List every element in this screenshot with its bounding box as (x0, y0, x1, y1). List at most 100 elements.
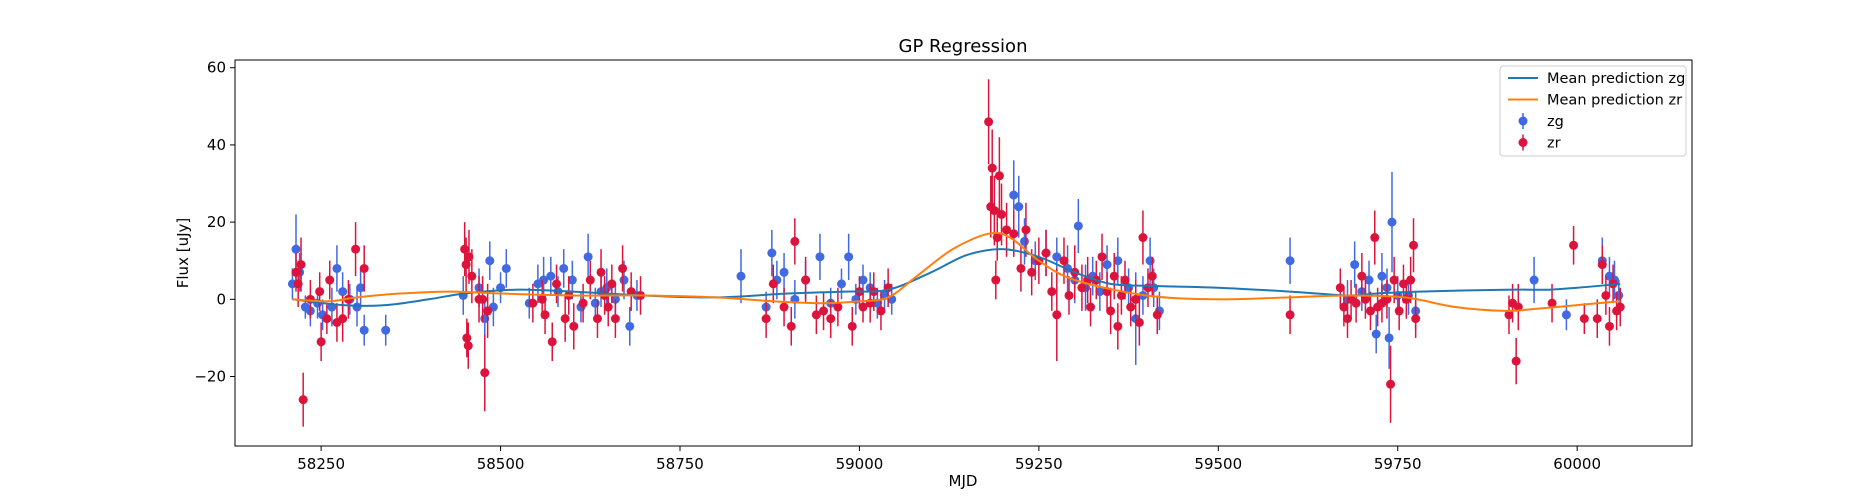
data-point-zr (540, 310, 550, 320)
data-point-zr (826, 314, 836, 324)
legend-marker-swatch (1518, 116, 1528, 126)
data-point-zr (298, 395, 308, 405)
data-point-zr (1389, 275, 1399, 285)
data-point-zr (1021, 225, 1031, 235)
data-point-zg (1014, 202, 1024, 212)
data-point-zg (619, 275, 629, 285)
data-point-zr (1138, 233, 1148, 243)
data-point-zr (1394, 306, 1404, 316)
y-tick-label: 0 (216, 290, 226, 308)
data-point-zg (501, 263, 511, 273)
data-point-zr (1064, 290, 1074, 300)
data-point-zr (989, 206, 999, 216)
data-point-zg (559, 263, 569, 273)
data-point-zr (359, 263, 369, 273)
data-point-zr (1059, 256, 1069, 266)
legend-marker-swatch (1518, 138, 1528, 147)
series-zr (291, 79, 1625, 427)
data-point-zg (1561, 310, 1571, 320)
data-point-zr (1143, 283, 1153, 293)
data-point-zr (1147, 271, 1157, 281)
data-point-zg (291, 244, 301, 254)
legend-entry-label: zr (1547, 136, 1561, 152)
data-point-zg (1350, 260, 1360, 270)
data-point-zr (618, 263, 628, 273)
data-point-zr (1351, 298, 1361, 308)
data-point-zr (1097, 252, 1107, 262)
data-point-zr (483, 306, 493, 316)
data-point-zr (1504, 310, 1514, 320)
data-point-zr (991, 275, 1001, 285)
data-point-zr (1134, 317, 1144, 327)
data-point-zr (1126, 302, 1136, 312)
data-point-zr (1047, 287, 1057, 297)
data-point-zr (1342, 314, 1352, 324)
data-point-zg (736, 271, 746, 281)
data-point-zr (351, 244, 361, 254)
data-point-zr (1116, 290, 1126, 300)
data-point-zg (1364, 275, 1374, 285)
data-point-zg (836, 279, 846, 289)
data-point-zr (1511, 356, 1521, 366)
data-point-zg (1377, 271, 1387, 281)
data-point-zg (1529, 275, 1539, 285)
data-point-zr (528, 298, 538, 308)
data-point-zg (1387, 217, 1397, 227)
data-point-zr (1547, 298, 1557, 308)
data-point-zr (1009, 229, 1019, 239)
data-point-zr (1077, 283, 1087, 293)
data-point-zg (1102, 260, 1112, 270)
data-point-zg (338, 287, 348, 297)
data-point-zr (1357, 271, 1367, 281)
data-point-zr (992, 233, 1002, 243)
legend: Mean prediction zg Mean prediction zr zg zr (1499, 65, 1687, 157)
data-point-zg (1371, 329, 1381, 339)
data-point-zr (1409, 240, 1419, 250)
data-point-zg (1384, 333, 1394, 343)
x-tick-label: 59500 (1194, 455, 1242, 473)
data-point-zg (359, 325, 369, 335)
data-point-zr (1041, 248, 1051, 258)
data-point-zr (1120, 275, 1130, 285)
data-point-zr (1016, 263, 1026, 273)
data-point-zr (1386, 379, 1396, 389)
x-tick-label: 60000 (1553, 455, 1601, 473)
data-point-zr (1335, 283, 1345, 293)
data-point-zg (815, 252, 825, 262)
x-tick-label: 58500 (477, 455, 525, 473)
data-point-zr (480, 368, 490, 378)
data-point-zr (603, 302, 613, 312)
data-point-zr (768, 279, 778, 289)
data-point-zg (1073, 221, 1083, 231)
data-point-zr (585, 275, 595, 285)
y-tick-label: 40 (207, 136, 226, 154)
data-point-zg (1614, 290, 1624, 300)
legend-entry-label: Mean prediction zr (1547, 93, 1682, 109)
data-point-zr (316, 337, 326, 347)
data-point-zg (485, 256, 495, 266)
data-point-zg (1285, 256, 1295, 266)
data-point-zg (356, 283, 366, 293)
mean-prediction-zg-line (292, 248, 1621, 307)
data-point-zg (1113, 256, 1123, 266)
data-point-zr (291, 267, 301, 277)
data-point-zg (625, 321, 635, 331)
data-point-zg (546, 271, 556, 281)
data-point-zr (858, 302, 868, 312)
data-point-zr (997, 209, 1007, 219)
data-point-zr (847, 321, 857, 331)
data-point-zr (1579, 314, 1589, 324)
legend-entry-label: zg (1547, 114, 1564, 130)
data-point-zr (1106, 306, 1116, 316)
data-point-zr (811, 310, 821, 320)
data-point-zr (1592, 314, 1602, 324)
data-point-zr (322, 314, 332, 324)
axis-ticks: 58250 58500 58750 59000 59250 59500 59750 60000… (194, 59, 1601, 473)
data-point-zr (325, 275, 335, 285)
plot-inner (287, 79, 1625, 427)
data-point-zr (596, 267, 606, 277)
plot-area (287, 79, 1625, 427)
data-point-zr (994, 171, 1004, 181)
data-point-zg (1052, 252, 1062, 262)
